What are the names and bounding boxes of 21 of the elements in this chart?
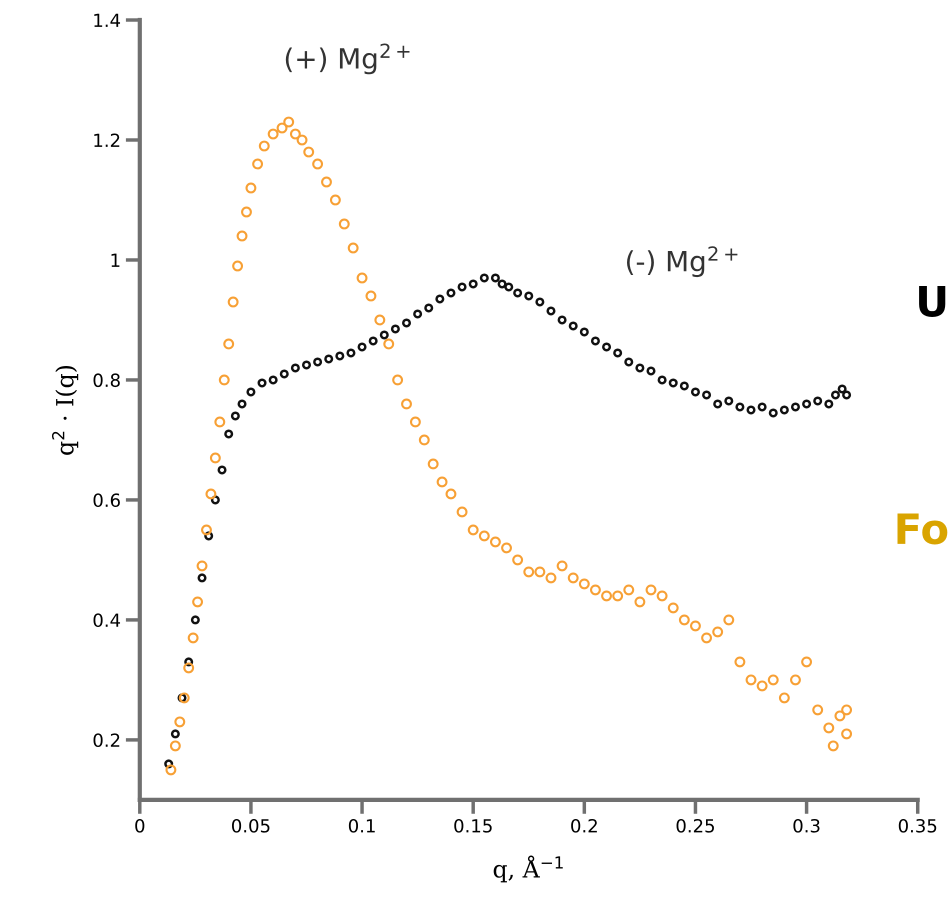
x-tick-label: 0 xyxy=(135,818,144,833)
x-tick-label: 0.3 xyxy=(793,818,820,833)
y-tick-label: 1.2 xyxy=(94,133,120,147)
x-tick-label: 0.25 xyxy=(676,818,714,833)
y-axis-title: q$^{2}$ · I(q) xyxy=(52,366,78,455)
annotation: Fo xyxy=(898,513,948,544)
y-tick-label: 0.8 xyxy=(94,373,120,388)
x-tick-label: 0.05 xyxy=(232,818,270,833)
x-tick-label: 0.35 xyxy=(898,818,936,833)
annotation: (-) Mg$^{2+}$ xyxy=(627,246,738,278)
y-tick-label: 0.2 xyxy=(94,733,120,748)
x-tick-label: 0.15 xyxy=(454,818,492,833)
y-tick-label: 1.4 xyxy=(94,14,120,27)
y-tick-label: 0.4 xyxy=(94,613,120,628)
x-axis-title: q, Å$^{−1}$ xyxy=(494,856,563,882)
annotation: (+) Mg$^{2+}$ xyxy=(286,43,410,74)
x-tick-label: 0.1 xyxy=(348,818,375,833)
y-tick-label: 0.6 xyxy=(94,493,120,508)
x-tick-label: 0.2 xyxy=(571,818,597,833)
text: U xyxy=(919,286,946,317)
y-tick-label: 1 xyxy=(112,254,120,267)
